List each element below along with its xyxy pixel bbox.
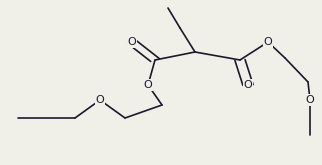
Text: O: O (144, 80, 152, 90)
Text: O: O (264, 37, 272, 47)
Text: O: O (244, 80, 252, 90)
Text: O: O (306, 95, 314, 105)
Text: O: O (96, 95, 104, 105)
Text: O: O (128, 37, 137, 47)
